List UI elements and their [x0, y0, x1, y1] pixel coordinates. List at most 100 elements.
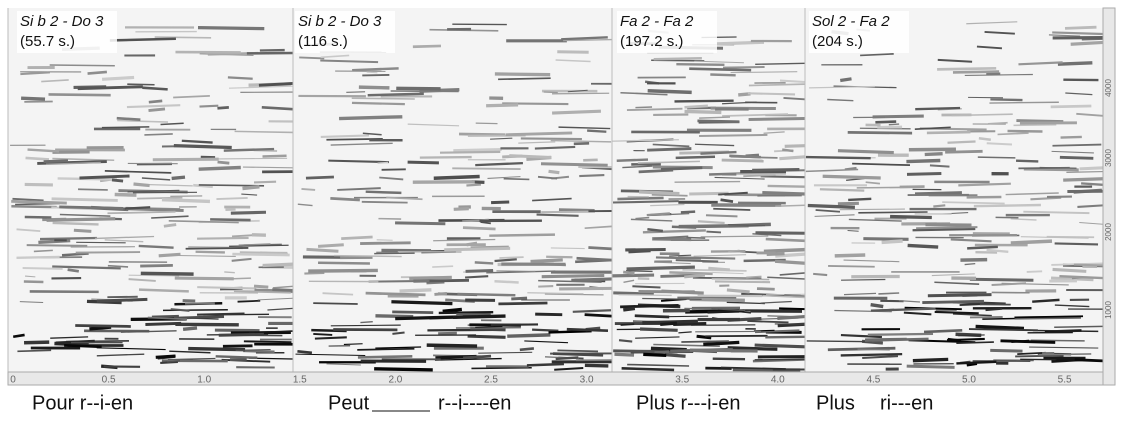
harmonic-streak: [701, 236, 769, 237]
harmonic-streak: [263, 156, 287, 157]
harmonic-streak: [697, 121, 739, 122]
harmonic-streak: [813, 274, 827, 275]
harmonic-streak: [374, 369, 433, 370]
harmonic-streak: [727, 290, 750, 292]
harmonic-streak: [928, 295, 992, 296]
harmonic-streak: [706, 215, 737, 216]
harmonic-streak: [588, 248, 612, 249]
harmonic-streak: [848, 132, 912, 133]
harmonic-streak: [224, 149, 274, 151]
harmonic-streak: [532, 330, 558, 331]
harmonic-streak: [1053, 269, 1087, 271]
harmonic-streak: [571, 279, 612, 280]
harmonic-streak: [125, 207, 150, 208]
harmonic-streak: [858, 212, 927, 213]
harmonic-streak: [409, 277, 452, 278]
harmonic-streak: [623, 308, 635, 310]
harmonic-streak: [366, 192, 402, 193]
harmonic-streak: [613, 201, 679, 202]
harmonic-streak: [228, 77, 253, 78]
harmonic-streak: [673, 324, 706, 325]
harmonic-streak: [23, 268, 63, 269]
harmonic-streak: [466, 185, 481, 186]
harmonic-streak: [44, 161, 68, 162]
harmonic-streak: [346, 92, 365, 93]
x-tick-label: 5.5: [1058, 375, 1072, 386]
harmonic-streak: [142, 88, 167, 90]
harmonic-streak: [752, 169, 799, 170]
harmonic-streak: [937, 68, 996, 69]
x-tick-label: 2.5: [484, 375, 498, 386]
harmonic-streak: [913, 359, 948, 360]
harmonic-streak: [263, 264, 293, 265]
harmonic-streak: [559, 288, 612, 289]
harmonic-streak: [357, 349, 414, 350]
harmonic-streak: [88, 72, 107, 74]
harmonic-streak: [259, 83, 293, 85]
harmonic-streak: [392, 312, 433, 313]
harmonic-streak: [231, 212, 266, 213]
harmonic-streak: [684, 275, 705, 277]
harmonic-streak: [930, 165, 950, 166]
harmonic-streak: [915, 193, 962, 194]
harmonic-streak: [313, 334, 332, 335]
harmonic-streak: [965, 264, 976, 265]
harmonic-streak: [457, 294, 515, 295]
harmonic-streak: [656, 257, 701, 258]
harmonic-streak: [748, 93, 795, 94]
harmonic-streak: [713, 209, 750, 210]
harmonic-streak: [924, 330, 962, 332]
harmonic-streak: [427, 345, 477, 346]
harmonic-streak: [395, 317, 457, 319]
harmonic-streak: [551, 248, 585, 249]
harmonic-streak: [1051, 106, 1092, 107]
harmonic-streak: [375, 316, 413, 317]
panel-time: (55.7 s.): [20, 33, 75, 50]
harmonic-streak: [489, 235, 555, 236]
harmonic-streak: [215, 330, 260, 331]
harmonic-streak: [509, 156, 551, 158]
x-tick-label: 2.0: [388, 375, 402, 386]
harmonic-streak: [1061, 137, 1082, 138]
harmonic-streak: [785, 146, 805, 147]
harmonic-streak: [117, 118, 141, 119]
harmonic-streak: [665, 355, 686, 357]
harmonic-streak: [956, 362, 996, 364]
harmonic-streak: [729, 156, 761, 157]
harmonic-streak: [857, 187, 923, 188]
harmonic-streak: [544, 92, 558, 93]
harmonic-streak: [979, 138, 991, 140]
harmonic-streak: [140, 265, 173, 266]
harmonic-streak: [675, 182, 741, 183]
harmonic-streak: [690, 350, 758, 351]
harmonic-streak: [935, 312, 979, 313]
harmonic-streak: [990, 99, 1022, 100]
harmonic-streak: [1000, 341, 1055, 343]
harmonic-streak: [660, 323, 677, 324]
harmonic-streak: [585, 315, 612, 317]
harmonic-streak: [1080, 168, 1103, 169]
harmonic-streak: [782, 150, 793, 151]
harmonic-streak: [865, 339, 929, 341]
harmonic-streak: [318, 245, 344, 247]
harmonic-streak: [777, 317, 805, 319]
harmonic-streak: [757, 289, 775, 290]
harmonic-streak: [613, 293, 654, 294]
harmonic-streak: [491, 202, 509, 203]
harmonic-streak: [553, 354, 603, 356]
harmonic-streak: [452, 168, 520, 169]
harmonic-streak: [638, 291, 694, 292]
harmonic-streak: [34, 250, 53, 251]
harmonic-streak: [945, 151, 982, 152]
harmonic-streak: [749, 119, 805, 120]
harmonic-streak: [466, 271, 494, 272]
harmonic-streak: [642, 298, 701, 299]
harmonic-streak: [807, 341, 872, 342]
harmonic-streak: [149, 109, 165, 111]
harmonic-streak: [471, 368, 531, 369]
harmonic-streak: [1008, 131, 1043, 132]
x-tick-label: 3.5: [675, 375, 689, 386]
harmonic-streak: [722, 160, 764, 161]
harmonic-streak: [1027, 271, 1042, 272]
